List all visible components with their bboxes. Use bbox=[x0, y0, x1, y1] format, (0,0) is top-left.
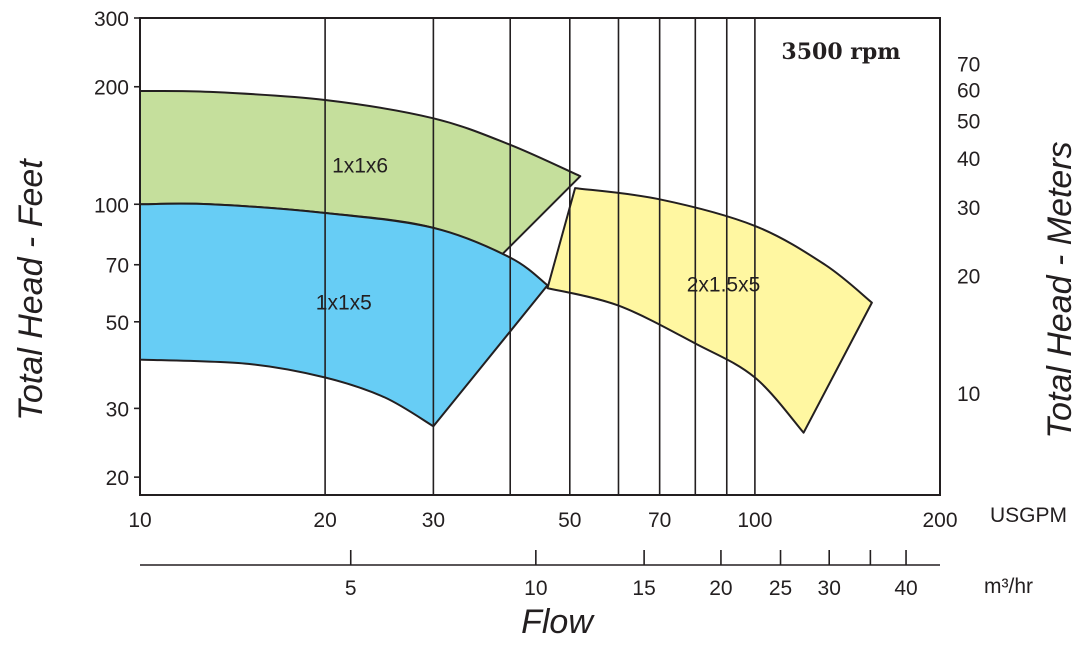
m3hr-unit-label: m³/hr bbox=[984, 575, 1033, 598]
region-2x1-5x5 bbox=[546, 187, 873, 434]
bottom-tick-label: 70 bbox=[648, 509, 671, 532]
x-axis-title: Flow bbox=[521, 603, 595, 641]
left-tick-label: 30 bbox=[106, 398, 129, 421]
right-tick-label: 30 bbox=[957, 197, 980, 220]
left-tick-label: 100 bbox=[94, 194, 129, 217]
left-tick-label: 20 bbox=[106, 467, 129, 490]
right-tick-label: 20 bbox=[957, 266, 980, 289]
region-label-1x1x5: 1x1x5 bbox=[316, 292, 372, 315]
bottom-tick-label: 50 bbox=[558, 509, 581, 532]
left-tick-label: 200 bbox=[94, 77, 129, 100]
region-labels: 1x1x6 1x1x5 2x1.5x5 bbox=[316, 155, 761, 315]
secondary-flow-axis: 5 10 15 20 25 30 40 bbox=[140, 550, 940, 600]
right-tick-label: 40 bbox=[957, 148, 980, 171]
left-tick-label: 50 bbox=[106, 312, 129, 335]
region-label-2x1-5x5: 2x1.5x5 bbox=[687, 274, 761, 297]
secondary-tick-label: 10 bbox=[524, 577, 547, 600]
pump-regions bbox=[139, 89, 873, 434]
speed-annotation: 3500 rpm bbox=[781, 39, 900, 65]
secondary-tick-label: 30 bbox=[818, 577, 841, 600]
bottom-tick-label: 20 bbox=[313, 509, 336, 532]
right-tick-label: 50 bbox=[957, 110, 980, 133]
secondary-tick-label: 40 bbox=[894, 577, 917, 600]
bottom-tick-label: 30 bbox=[422, 509, 445, 532]
right-tick-label: 10 bbox=[957, 383, 980, 406]
right-tick-label: 70 bbox=[957, 53, 980, 76]
secondary-tick-label: 5 bbox=[345, 577, 357, 600]
vertical-gridlines bbox=[324, 18, 756, 495]
bottom-tick-label: 200 bbox=[922, 509, 957, 532]
left-tick-label: 300 bbox=[94, 8, 129, 31]
bottom-axis-ticks: 10 20 30 50 70 100 200 bbox=[128, 509, 957, 532]
plot-frame bbox=[139, 17, 941, 496]
right-axis-title: Total Head - Meters bbox=[1041, 141, 1079, 438]
bottom-tick-label: 100 bbox=[737, 509, 772, 532]
secondary-tick-label: 25 bbox=[769, 577, 792, 600]
right-axis-ticks: 10 20 30 40 50 60 70 bbox=[957, 53, 980, 406]
left-axis-title: Total Head - Feet bbox=[12, 158, 50, 421]
bottom-tick-label: 10 bbox=[128, 509, 151, 532]
region-1x1x5 bbox=[139, 202, 549, 428]
left-axis-ticks: 20 30 50 70 100 200 300 bbox=[94, 8, 140, 490]
right-tick-label: 60 bbox=[957, 79, 980, 102]
usgpm-unit-label: USGPM bbox=[990, 504, 1067, 527]
left-tick-label: 70 bbox=[106, 255, 129, 278]
secondary-tick-label: 15 bbox=[632, 577, 655, 600]
secondary-tick-label: 20 bbox=[709, 577, 732, 600]
region-label-1x1x6: 1x1x6 bbox=[332, 155, 388, 178]
